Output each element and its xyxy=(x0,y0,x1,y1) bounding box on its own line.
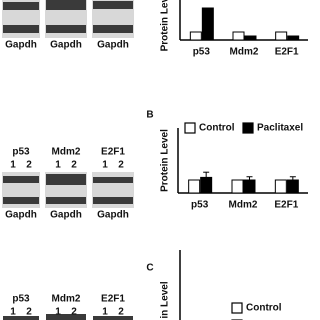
lane-label: 1 xyxy=(10,160,16,171)
legend-label: Paclitaxel xyxy=(257,123,303,134)
loading-label: Gapdh xyxy=(50,40,82,51)
loading-label: Gapdh xyxy=(97,40,129,51)
band xyxy=(46,314,86,320)
legend-swatch xyxy=(231,302,243,314)
bar xyxy=(189,31,202,41)
loading-label: Gapdh xyxy=(97,210,129,221)
lane-label: 2 xyxy=(26,160,32,171)
band xyxy=(93,316,133,320)
lane-label: 2 xyxy=(118,160,124,171)
band xyxy=(3,25,39,33)
band xyxy=(46,197,86,204)
x-tick-label: Mdm2 xyxy=(230,47,259,58)
protein-label: E2F1 xyxy=(101,147,125,158)
band xyxy=(93,25,133,33)
band xyxy=(3,316,39,320)
lane-label: 2 xyxy=(71,307,77,318)
bar xyxy=(232,31,245,41)
band xyxy=(3,2,39,10)
lane-label: 1 xyxy=(10,307,16,318)
lane-label: 2 xyxy=(118,307,124,318)
bar xyxy=(287,35,300,41)
x-tick-label: E2F1 xyxy=(275,47,299,58)
band xyxy=(3,176,39,183)
bar xyxy=(201,7,214,41)
x-tick-label: Mdm2 xyxy=(229,200,258,211)
band xyxy=(93,177,133,183)
band xyxy=(93,1,133,9)
band xyxy=(3,197,39,204)
bar xyxy=(243,179,256,194)
protein-label: p53 xyxy=(12,294,30,305)
bar xyxy=(286,179,299,194)
panel-letter: B xyxy=(146,110,153,121)
protein-label: E2F1 xyxy=(101,294,125,305)
band xyxy=(46,0,86,10)
lane-label: 2 xyxy=(26,307,32,318)
bar xyxy=(274,179,287,194)
lane-label: 1 xyxy=(102,160,108,171)
y-axis-label: Protein Level xyxy=(160,129,171,192)
protein-label: Mdm2 xyxy=(52,294,81,305)
legend-swatch xyxy=(184,122,196,134)
y-axis-label: in Level xyxy=(160,281,171,318)
band xyxy=(46,174,86,185)
lane-label: 1 xyxy=(55,307,61,318)
bar xyxy=(231,179,244,194)
x-tick-label: p53 xyxy=(193,47,211,58)
legend-label: Control xyxy=(199,123,235,134)
lane-label: 2 xyxy=(71,160,77,171)
protein-label: p53 xyxy=(12,147,30,158)
bar xyxy=(188,179,201,194)
y-axis-label: Protein Level xyxy=(160,0,171,51)
panel-letter: C xyxy=(146,263,153,274)
band xyxy=(46,25,86,33)
x-tick-label: E2F1 xyxy=(274,200,298,211)
lane-label: 1 xyxy=(102,307,108,318)
bar xyxy=(244,35,257,41)
bar xyxy=(200,176,213,194)
loading-label: Gapdh xyxy=(50,210,82,221)
blot-images xyxy=(2,0,134,320)
band xyxy=(93,197,133,204)
protein-label: Mdm2 xyxy=(52,147,81,158)
loading-label: Gapdh xyxy=(5,210,37,221)
legend-label: Control xyxy=(246,303,282,314)
legend-swatch xyxy=(242,122,254,134)
lane-label: 1 xyxy=(55,160,61,171)
x-tick-label: p53 xyxy=(191,200,209,211)
bar xyxy=(275,31,288,41)
loading-label: Gapdh xyxy=(5,40,37,51)
